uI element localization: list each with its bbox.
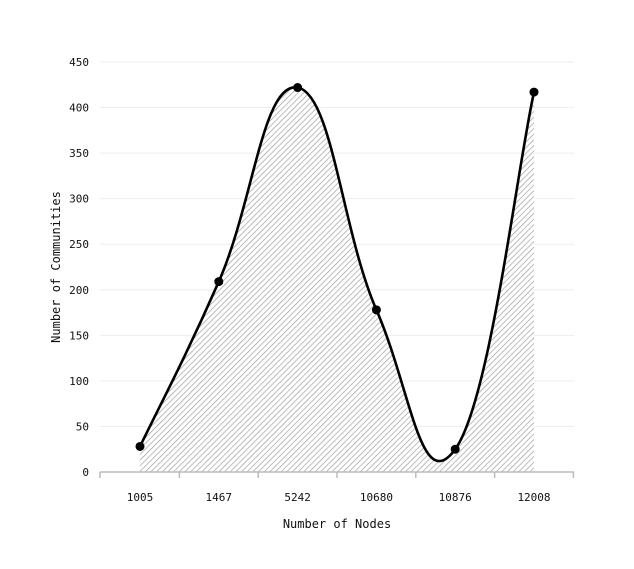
- x-axis-ticks: 1005 1467 5242 10680 10876 12008: [99, 472, 575, 504]
- y-tick-label: 100: [69, 375, 89, 388]
- y-axis-ticks: 0 50 100 150 200 250 300 350 400 450: [69, 56, 89, 479]
- y-tick-label: 250: [69, 238, 89, 251]
- y-tick-label: 400: [69, 102, 89, 115]
- y-tick-label: 0: [82, 466, 89, 479]
- data-points: [135, 83, 539, 454]
- y-tick-label: 50: [76, 420, 89, 433]
- x-tick-label: 5242: [284, 491, 311, 504]
- data-point: [450, 444, 460, 454]
- data-point: [214, 277, 224, 287]
- x-tick-label: 1005: [127, 491, 154, 504]
- x-tick-label: 1467: [206, 491, 233, 504]
- x-axis-title: Number of Nodes: [283, 517, 391, 531]
- data-point: [135, 441, 145, 451]
- y-tick-label: 300: [69, 193, 89, 206]
- y-tick-label: 200: [69, 284, 89, 297]
- data-point: [293, 83, 303, 93]
- x-tick-label: 12008: [517, 491, 550, 504]
- x-tick-label: 10876: [439, 491, 472, 504]
- y-tick-label: 150: [69, 329, 89, 342]
- y-tick-label: 350: [69, 147, 89, 160]
- area-fill: [140, 87, 534, 472]
- data-point: [371, 305, 381, 315]
- data-point: [529, 87, 539, 97]
- y-tick-label: 450: [69, 56, 89, 69]
- y-axis-title: Number of Communities: [49, 191, 63, 343]
- x-tick-label: 10680: [360, 491, 393, 504]
